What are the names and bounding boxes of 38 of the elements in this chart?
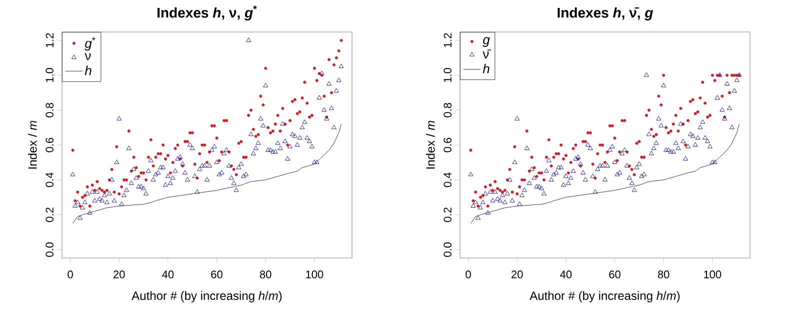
y-tick-label: 0.8 [444,102,452,118]
x-tick-label: 80 [260,270,272,278]
y-tick-label: 0.0 [46,242,54,257]
y-tick-label: 0.6 [46,138,54,152]
y-tick-label: 0.6 [444,138,452,152]
y-tick-label: 0.4 [444,172,452,188]
x-tick-label: 40 [560,270,572,278]
y-tick-label: 1.0 [46,68,54,82]
x-tick-label: 100 [704,270,722,278]
y-tick-label: 0.2 [444,208,452,222]
y-tick-label: 1.2 [444,33,452,48]
legend-label: h [84,66,92,76]
x-tick-label: 0 [466,270,471,278]
y-tick-label: 1.2 [46,33,54,48]
y-tick-label: 0.4 [46,172,54,188]
y-tick-label: 0.8 [46,102,54,118]
x-tick-label: 20 [114,270,125,278]
legend-label: ν̄ [482,50,491,58]
y-axis-title: Index / m [28,120,37,169]
x-axis-title: Author # (by increasing h/m) [132,291,282,302]
chart-title: Indexes h, ν̄, g [558,7,653,20]
x-tick-label: 80 [658,270,670,278]
x-tick-label: 60 [211,270,222,278]
y-tick-label: 0.0 [444,242,452,257]
x-tick-label: 0 [68,270,73,278]
y-tick-label: 1.0 [444,68,452,82]
x-tick-label: 100 [306,270,324,278]
y-tick-label: 0.2 [46,208,54,222]
y-axis-title: Index / m [426,120,435,169]
legend-label: g$^{*}$ [84,37,96,51]
x-tick-label: 40 [162,270,174,278]
chart-title: Indexes h, ν, g$^{*}$ [158,6,257,20]
legend-label: h [482,64,490,74]
x-tick-label: 60 [609,270,620,278]
legend-label: ν [84,53,91,60]
legend-label: g [482,37,490,47]
x-tick-label: 20 [512,270,523,278]
x-axis-title: Author # (by increasing h/m) [530,291,680,302]
